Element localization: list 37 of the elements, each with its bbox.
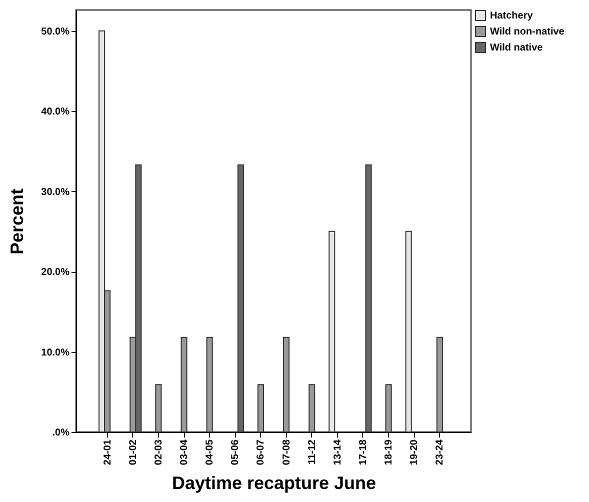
x-tick-label: 18-19 [384, 439, 395, 466]
bar [237, 164, 244, 432]
x-tick-label: 11-12 [306, 439, 318, 465]
bar [405, 230, 412, 432]
legend-label: Hatchery [490, 10, 534, 22]
x-tick-label: 06-07 [256, 439, 267, 466]
x-tick-label: 02-03 [153, 439, 164, 466]
x-tick-label: 13-14 [332, 439, 344, 466]
x-tick-label: 03-04 [179, 439, 190, 466]
y-tick-label: .0% [52, 428, 70, 438]
y-axis-title: Percent [7, 188, 28, 255]
x-tick-label: 24-01 [102, 439, 114, 466]
x-axis-title: Daytime recapture June [172, 473, 376, 494]
x-tick-label: 05-06 [230, 439, 242, 466]
bar [365, 164, 372, 432]
bar [155, 384, 162, 432]
bar [308, 384, 316, 432]
bar [180, 336, 188, 432]
y-tick-label: 50.0% [41, 26, 70, 38]
bar [283, 336, 290, 432]
x-tick-label: 01-02 [128, 439, 139, 466]
y-tick-label: 20.0% [41, 267, 70, 278]
x-tick-label: 17-18 [358, 439, 369, 466]
bar [206, 336, 213, 432]
bar [257, 384, 264, 432]
y-tick-label: 30.0% [41, 186, 70, 198]
bar [436, 336, 443, 432]
x-tick-label: 04-05 [204, 439, 216, 466]
bar [328, 230, 336, 432]
bar [385, 384, 392, 432]
x-tick-label: 07-08 [281, 439, 292, 466]
legend-label: Wild native [490, 42, 544, 54]
y-tick-label: 40.0% [41, 106, 70, 118]
x-tick-label: 23-24 [434, 439, 446, 466]
x-tick-label: 19-20 [409, 439, 420, 466]
y-tick-label: 10.0% [41, 347, 70, 358]
legend-label: Wild non-native [490, 26, 565, 38]
